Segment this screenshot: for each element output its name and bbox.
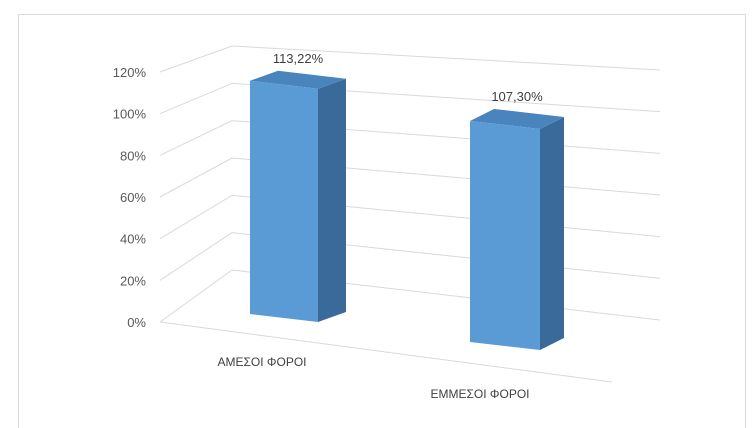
x-category-label: ΕΜΜΕΣΟΙ ΦΟΡΟΙ: [431, 387, 530, 401]
gridline: [159, 269, 661, 323]
gridline: [159, 45, 661, 73]
data-label: 113,22%: [273, 51, 324, 66]
x-category-label: ΑΜΕΣΟΙ ΦΟΡΟΙ: [217, 355, 306, 369]
gridlines: [159, 45, 661, 383]
x-axis-categories: ΑΜΕΣΟΙ ΦΟΡΟΙ ΕΜΜΕΣΟΙ ΦΟΡΟΙ: [217, 355, 529, 401]
y-tick-label: 40%: [120, 232, 146, 247]
y-axis-ticks: 0% 20% 40% 60% 80% 100% 120%: [113, 65, 147, 330]
y-tick-label: 80%: [120, 148, 146, 163]
gridline: [159, 82, 661, 115]
gridline: [159, 194, 661, 240]
y-tick-label: 100%: [113, 107, 147, 122]
data-labels: 113,22% 107,30%: [273, 51, 543, 104]
chart-frame: [18, 14, 746, 428]
y-tick-label: 20%: [120, 273, 146, 288]
y-tick-label: 60%: [120, 190, 146, 205]
bar-side-face: [540, 116, 564, 350]
bars: [250, 70, 564, 350]
y-tick-label: 0%: [127, 315, 146, 330]
gridline: [159, 120, 661, 156]
bar: [470, 120, 540, 350]
bar-top-face: [250, 70, 346, 89]
gridline: [159, 232, 661, 281]
bar: [250, 80, 318, 322]
gridline: [159, 157, 661, 198]
floor-edge: [159, 321, 613, 383]
y-tick-label: 120%: [113, 65, 147, 80]
bar-side-face: [318, 78, 346, 322]
bar-top-face: [470, 108, 564, 129]
data-label: 107,30%: [491, 89, 543, 104]
